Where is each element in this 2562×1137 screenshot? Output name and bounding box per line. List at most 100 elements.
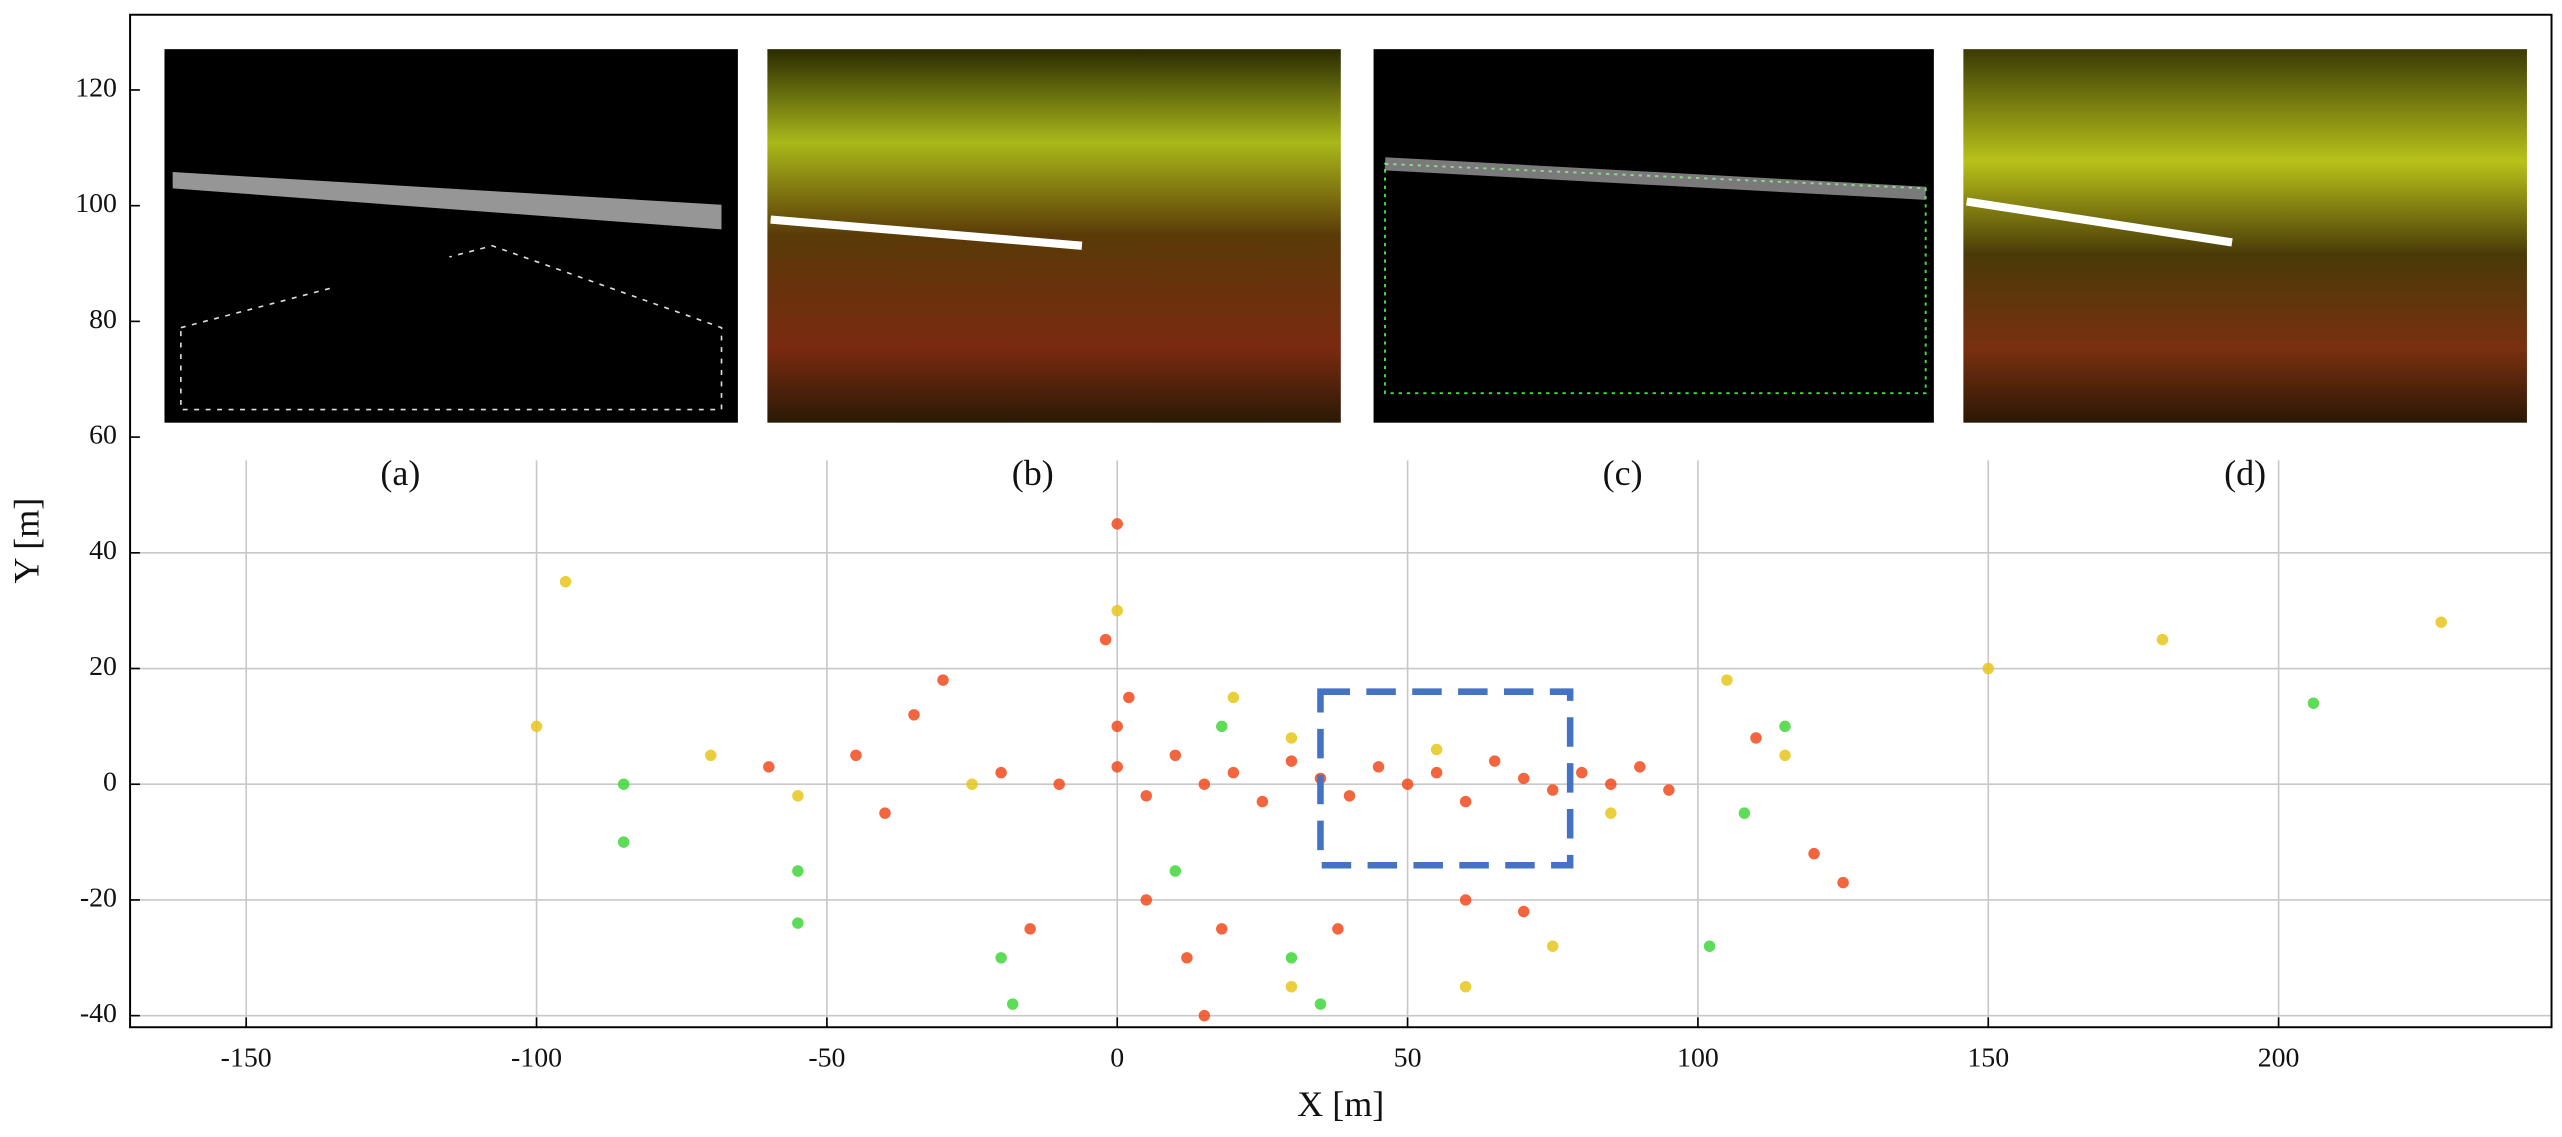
point bbox=[792, 917, 804, 929]
point bbox=[1576, 766, 1588, 779]
point bbox=[1547, 784, 1559, 796]
axes-frame bbox=[129, 13, 2553, 1029]
point bbox=[1430, 766, 1443, 779]
point bbox=[1227, 766, 1240, 779]
inset-image bbox=[767, 49, 1341, 423]
point bbox=[1779, 720, 1791, 733]
point bbox=[1314, 998, 1327, 1010]
inset-label: (b) bbox=[1012, 453, 1054, 493]
point bbox=[1779, 749, 1791, 762]
x-tick-label: -100 bbox=[511, 1042, 562, 1073]
inset-label: (c) bbox=[1603, 453, 1643, 493]
point bbox=[1459, 894, 1472, 906]
point bbox=[1837, 876, 1849, 889]
point bbox=[850, 749, 862, 762]
point bbox=[1808, 847, 1820, 860]
point bbox=[1198, 1009, 1211, 1022]
point bbox=[1111, 761, 1123, 773]
point bbox=[1169, 865, 1182, 877]
point bbox=[1332, 923, 1344, 935]
point bbox=[1663, 784, 1675, 796]
x-tick-label: 0 bbox=[1110, 1042, 1124, 1073]
point bbox=[879, 807, 891, 819]
point bbox=[2307, 697, 2320, 709]
point bbox=[559, 576, 572, 588]
x-tick-label: -50 bbox=[808, 1042, 845, 1073]
point bbox=[1169, 749, 1182, 762]
point bbox=[2435, 616, 2447, 628]
point bbox=[1140, 894, 1153, 906]
point bbox=[530, 720, 543, 733]
point bbox=[1216, 720, 1228, 733]
point bbox=[995, 766, 1007, 779]
point bbox=[1181, 952, 1193, 964]
y-tick-label: 40 bbox=[89, 535, 117, 566]
x-tick-label: 150 bbox=[1967, 1042, 2009, 1073]
point bbox=[1703, 940, 1716, 952]
point bbox=[1738, 807, 1751, 819]
insets bbox=[164, 49, 2527, 423]
point bbox=[617, 836, 630, 848]
point bbox=[1517, 905, 1530, 918]
point bbox=[1198, 778, 1211, 790]
point bbox=[763, 761, 775, 773]
point bbox=[1459, 980, 1472, 993]
x-tick-label: -150 bbox=[221, 1042, 272, 1073]
inset-detail bbox=[172, 172, 722, 230]
point bbox=[792, 790, 804, 802]
point bbox=[1285, 755, 1298, 767]
point bbox=[1634, 761, 1646, 773]
point bbox=[908, 709, 920, 721]
point bbox=[1750, 732, 1762, 744]
point bbox=[1430, 743, 1443, 756]
point bbox=[1547, 940, 1559, 952]
point bbox=[1517, 772, 1530, 785]
point bbox=[1285, 732, 1298, 744]
y-tick-label: 60 bbox=[89, 419, 117, 450]
point bbox=[617, 778, 630, 790]
inset-detail bbox=[1966, 197, 2233, 247]
point bbox=[937, 674, 949, 686]
point bbox=[1111, 720, 1123, 733]
inset-image bbox=[164, 49, 738, 423]
point bbox=[2156, 633, 2169, 646]
inset-detail bbox=[770, 215, 1083, 250]
point bbox=[1256, 795, 1269, 808]
inset-image bbox=[1963, 49, 2527, 423]
y-tick-label: -20 bbox=[80, 882, 117, 913]
point bbox=[1488, 755, 1501, 767]
point bbox=[1123, 691, 1135, 704]
point bbox=[1140, 790, 1153, 802]
point bbox=[1111, 604, 1123, 617]
y-tick-label: 100 bbox=[75, 188, 117, 219]
x-tick-label: 50 bbox=[1394, 1042, 1422, 1073]
inset-image bbox=[1373, 49, 1934, 423]
point bbox=[1401, 778, 1414, 790]
point bbox=[1459, 795, 1472, 808]
inset-detail bbox=[1384, 157, 1927, 200]
inset-label: (d) bbox=[2224, 453, 2266, 493]
point bbox=[792, 865, 804, 877]
point bbox=[966, 778, 978, 790]
inset-detail bbox=[328, 237, 460, 320]
highlight-box bbox=[1317, 688, 1574, 869]
inset-detail bbox=[1507, 237, 1656, 336]
inset-label: (a) bbox=[380, 453, 420, 493]
point bbox=[1721, 674, 1733, 686]
point bbox=[1605, 778, 1617, 790]
y-tick-label: 120 bbox=[75, 72, 117, 103]
point bbox=[1343, 790, 1356, 802]
point bbox=[1605, 807, 1617, 819]
point bbox=[1216, 923, 1228, 935]
point bbox=[995, 952, 1007, 964]
point bbox=[1227, 691, 1240, 704]
y-tick-label: 20 bbox=[89, 651, 117, 682]
y-tick-label: -40 bbox=[80, 998, 117, 1029]
point bbox=[1285, 952, 1298, 964]
point bbox=[705, 749, 717, 762]
x-axis-label: X [m] bbox=[1297, 1084, 1384, 1124]
point bbox=[1024, 923, 1036, 935]
x-tick-label: 200 bbox=[2258, 1042, 2300, 1073]
